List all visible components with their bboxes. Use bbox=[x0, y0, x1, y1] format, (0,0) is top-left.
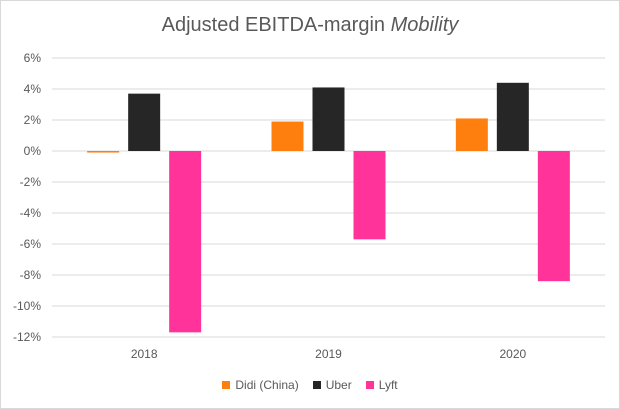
y-tick-label: -2% bbox=[20, 175, 42, 189]
bar-didi-china-2019 bbox=[271, 121, 304, 151]
legend-item: Uber bbox=[312, 378, 352, 392]
bar-uber-2019 bbox=[312, 87, 345, 151]
y-tick-label: 2% bbox=[24, 113, 42, 127]
legend-label: Didi (China) bbox=[235, 378, 299, 392]
bar-lyft-2019 bbox=[353, 151, 386, 240]
x-tick-label: 2020 bbox=[499, 347, 526, 361]
legend-swatch bbox=[365, 381, 374, 389]
bar-didi-china-2020 bbox=[455, 118, 488, 151]
legend-item: Didi (China) bbox=[222, 378, 299, 392]
bar-didi-china-2018 bbox=[87, 151, 120, 153]
chart-title-main: Adjusted EBITDA-margin bbox=[161, 14, 386, 36]
chart-title-italic: Mobility bbox=[390, 14, 459, 36]
chart-legend: Didi (China) Uber Lyft bbox=[0, 378, 620, 392]
y-tick-label: -6% bbox=[20, 237, 42, 251]
y-tick-label: -4% bbox=[20, 206, 42, 220]
y-tick-label: 0% bbox=[24, 144, 42, 158]
legend-swatch bbox=[312, 381, 321, 389]
y-tick-label: -8% bbox=[20, 268, 42, 282]
legend-item: Lyft bbox=[365, 378, 398, 392]
bar-uber-2020 bbox=[496, 82, 529, 151]
bar-uber-2018 bbox=[128, 93, 161, 151]
y-tick-label: 6% bbox=[24, 51, 42, 65]
legend-label: Uber bbox=[325, 378, 352, 392]
y-tick-label: -10% bbox=[13, 299, 41, 313]
legend-label: Lyft bbox=[378, 378, 398, 392]
y-tick-label: 4% bbox=[24, 82, 42, 96]
y-tick-label: -12% bbox=[13, 330, 41, 344]
chart-title: Adjusted EBITDA-margin Mobility bbox=[0, 14, 620, 37]
x-tick-label: 2019 bbox=[315, 347, 342, 361]
x-tick-label: 2018 bbox=[131, 347, 158, 361]
legend-swatch bbox=[222, 381, 231, 389]
bar-lyft-2018 bbox=[169, 151, 202, 333]
bar-lyft-2020 bbox=[537, 151, 570, 282]
